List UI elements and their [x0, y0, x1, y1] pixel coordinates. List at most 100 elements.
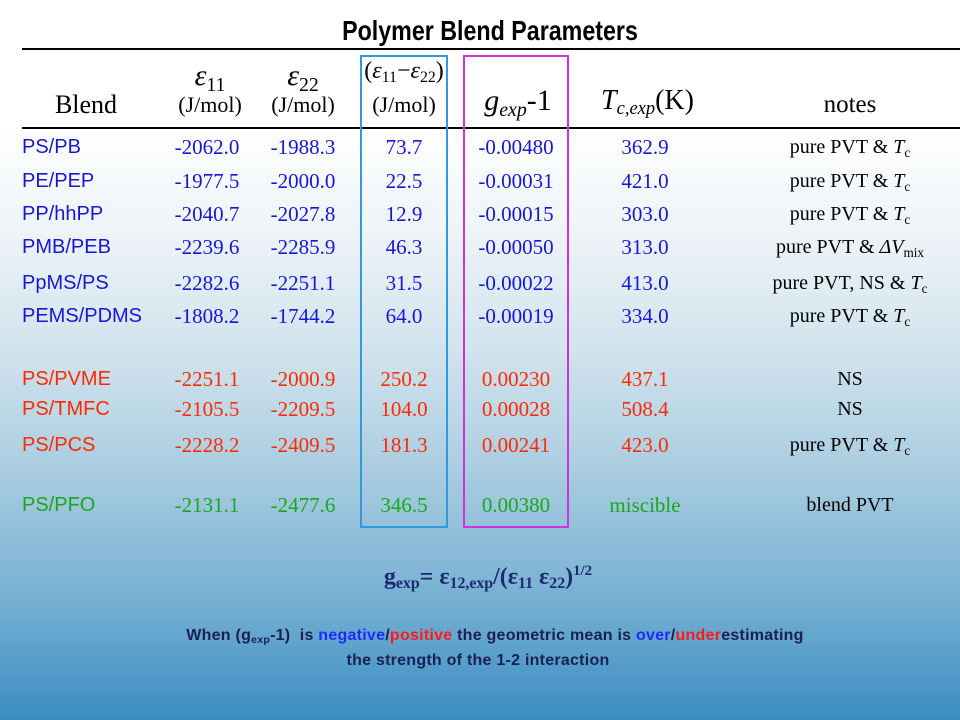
formula-lhs: g: [383, 564, 396, 590]
tc-exp-value: 413.0: [621, 271, 669, 295]
note-text: NS: [837, 398, 863, 420]
formula-denominator-1: ε: [507, 564, 519, 590]
note-text: pure PVT &: [789, 434, 894, 456]
eps-difference-value: 22.5: [385, 169, 423, 193]
note-subscript: c: [904, 144, 911, 160]
expl-positive-word: positive: [389, 627, 453, 644]
eps22-value: -2027.8: [270, 202, 336, 226]
tc-exp-value: 423.0: [621, 433, 669, 457]
eps-difference-value: 181.3: [380, 433, 428, 457]
table-row: PS/PFO -2131.1 -2477.6 346.5 0.00380 mis…: [0, 493, 960, 517]
formula-numerator: ε: [439, 564, 450, 590]
eps22-value: -2285.9: [270, 235, 336, 259]
formula-denominator-2-subscript: 22: [549, 575, 566, 593]
note-text: NS: [837, 368, 863, 390]
eps22-value: -1988.3: [270, 135, 336, 159]
eps22-value: -1744.2: [270, 304, 336, 328]
tc-exp-value: 303.0: [621, 202, 669, 226]
table-row: PS/PCS -2228.2 -2409.5 181.3 0.00241 423…: [0, 433, 960, 457]
gexp-minus-1-value: -0.00031: [478, 169, 554, 193]
note-subscript: c: [921, 280, 928, 296]
note: pure PVT & Tc: [740, 202, 960, 226]
explanation-line-2: the strength of the 1-2 interaction: [346, 652, 610, 669]
title-divider: [22, 48, 960, 50]
header-eps-difference: (ε11−ε22): [360, 57, 448, 87]
eps11-subscript: 11: [206, 73, 226, 96]
header-blend: Blend: [54, 90, 118, 119]
eps11-value: -1977.5: [174, 169, 240, 193]
gexp-minus-1-value: -0.00480: [478, 135, 554, 159]
eps-difference-value: 73.7: [385, 135, 423, 159]
eps11-value: -2105.5: [174, 397, 240, 421]
tc-subscript: c,exp: [616, 98, 656, 119]
header-notes: notes: [823, 91, 877, 118]
note: pure PVT & Tc: [740, 169, 960, 193]
blend-name: PS/PVME: [22, 368, 111, 390]
table-row: PP/hhPP -2040.7 -2027.8 12.9 -0.00015 30…: [0, 202, 960, 226]
header-eps22: ε22: [258, 59, 348, 96]
tc-exp-value: miscible: [609, 493, 681, 517]
eps-difference-value: 104.0: [380, 397, 428, 421]
note-text: pure PVT &: [789, 136, 894, 158]
eps11-value: -2062.0: [174, 135, 240, 159]
note-text: pure PVT &: [776, 236, 880, 258]
blend-name: PE/PEP: [22, 170, 95, 192]
expl-text: the geometric mean is: [452, 627, 636, 644]
note-subscript: c: [904, 178, 911, 194]
note: NS: [740, 367, 960, 391]
table-row: PS/PVME -2251.1 -2000.9 250.2 0.00230 43…: [0, 367, 960, 391]
table-row: PS/PB -2062.0 -1988.3 73.7 -0.00480 362.…: [0, 135, 960, 159]
table-row: PpMS/PS -2282.6 -2251.1 31.5 -0.00022 41…: [0, 271, 960, 295]
formula-divide: /(: [493, 564, 508, 590]
diff-eps11-symbol: ε: [372, 58, 382, 84]
tc-symbol: T: [601, 85, 617, 116]
blend-name: PEMS/PDMS: [22, 305, 143, 327]
gexp-minus-1-value: -0.00015: [478, 202, 554, 226]
formula-lhs-subscript: exp: [395, 575, 420, 593]
expl-negative-word: negative: [318, 627, 386, 644]
formula-denominator-1-subscript: 11: [518, 575, 534, 593]
note-symbol: T: [893, 170, 905, 192]
note: pure PVT & ΔVmix: [740, 235, 960, 259]
eps11-value: -2040.7: [174, 202, 240, 226]
diff-close-paren: ): [435, 58, 444, 84]
note-symbol: ΔV: [879, 236, 904, 258]
note-text: pure PVT &: [789, 305, 894, 327]
note: blend PVT: [740, 493, 960, 517]
gexp-minus-1-value: -0.00019: [478, 304, 554, 328]
gexp-minus-1-value: -0.00022: [478, 271, 554, 295]
note: pure PVT & Tc: [740, 304, 960, 328]
gexp-minus-1-value: 0.00230: [481, 367, 551, 391]
gexp-minus-1-value: -0.00050: [478, 235, 554, 259]
eps11-value: -2131.1: [174, 493, 240, 517]
eps-difference-value: 64.0: [385, 304, 423, 328]
diff-minus: −: [396, 58, 411, 84]
eps-difference-value: 250.2: [380, 367, 428, 391]
diff-eps22-symbol: ε: [410, 58, 420, 84]
eps11-value: -2282.6: [174, 271, 240, 295]
note-subscript: c: [904, 211, 911, 227]
gexp-column-frame: [463, 55, 569, 528]
expl-text: estimating: [721, 627, 804, 644]
blend-name: PS/PCS: [22, 434, 96, 456]
note: pure PVT, NS & Tc: [740, 271, 960, 295]
blend-name: PS/PFO: [22, 494, 96, 516]
blend-name: PMB/PEB: [22, 236, 111, 258]
diff-eps22-subscript: 22: [419, 69, 436, 87]
eps22-value: -2409.5: [270, 433, 336, 457]
eps22-subscript: 22: [299, 73, 319, 96]
formula-close: ): [565, 564, 574, 590]
formula-numerator-subscript: 12,exp: [449, 575, 494, 593]
note-symbol: T: [893, 136, 905, 158]
tc-exp-value: 313.0: [621, 235, 669, 259]
formula-power: 1/2: [573, 563, 593, 580]
note-text: pure PVT &: [789, 203, 894, 225]
tc-exp-value: 421.0: [621, 169, 669, 193]
note: pure PVT & Tc: [740, 433, 960, 457]
tc-exp-value: 508.4: [621, 397, 669, 421]
eps22-symbol: ε: [287, 59, 300, 92]
tc-exp-value: 437.1: [621, 367, 669, 391]
note-symbol: T: [910, 272, 922, 294]
eps-difference-column-frame: [360, 55, 448, 528]
expl-text: -1) is: [270, 627, 319, 644]
